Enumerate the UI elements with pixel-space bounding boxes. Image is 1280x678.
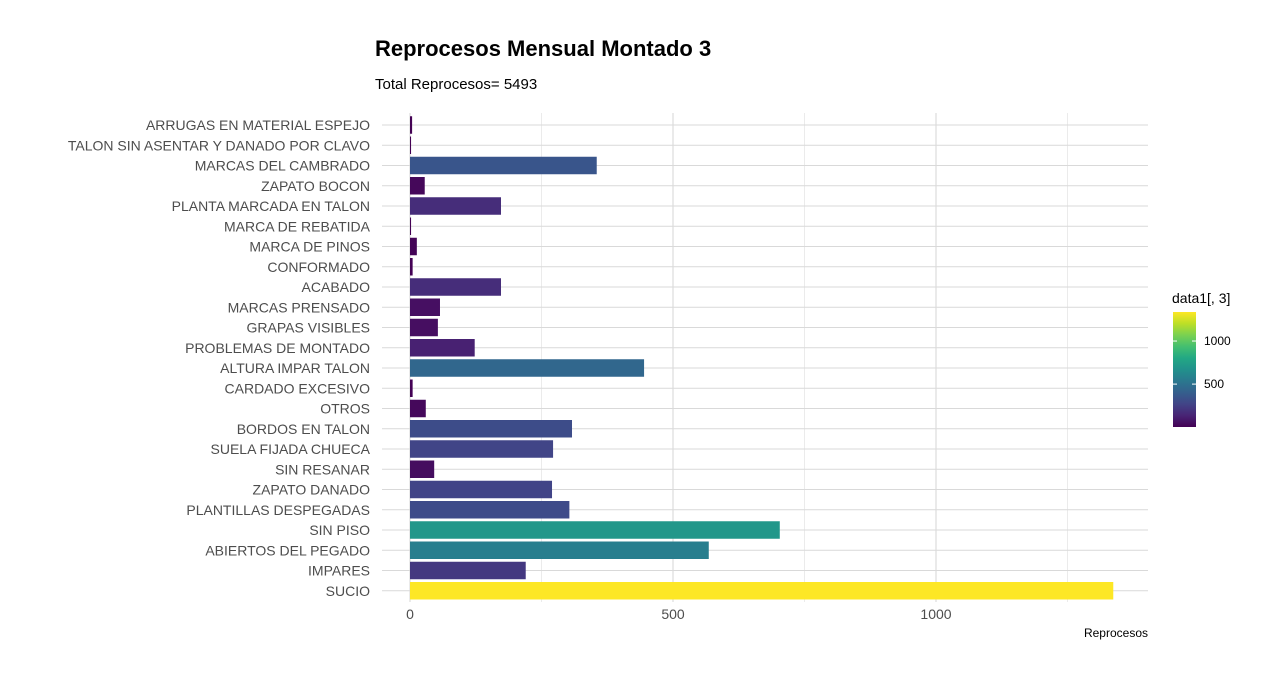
category-label: ARRUGAS EN MATERIAL ESPEJO bbox=[146, 117, 370, 133]
legend-colorbar bbox=[1173, 312, 1196, 427]
bar bbox=[410, 521, 780, 539]
bar bbox=[410, 136, 412, 154]
category-label: ZAPATO BOCON bbox=[261, 178, 370, 194]
bar bbox=[410, 460, 435, 478]
category-label: BORDOS EN TALON bbox=[237, 421, 370, 437]
legend-tick-label: 1000 bbox=[1204, 334, 1231, 348]
chart-title: Reprocesos Mensual Montado 3 bbox=[375, 36, 712, 61]
category-label: SIN RESANAR bbox=[275, 461, 370, 477]
bar bbox=[410, 156, 597, 175]
chart-subtitle: Total Reprocesos= 5493 bbox=[375, 76, 538, 93]
bar bbox=[410, 339, 475, 357]
bar bbox=[410, 197, 501, 215]
category-label: SUELA FIJADA CHUECA bbox=[211, 441, 371, 457]
category-label: MARCAS DEL CAMBRADO bbox=[195, 158, 370, 174]
legend-tick-label: 500 bbox=[1204, 377, 1224, 391]
bar bbox=[410, 399, 426, 418]
bar bbox=[410, 258, 413, 276]
bar bbox=[410, 359, 645, 377]
category-label: TALON SIN ASENTAR Y DANADO POR CLAVO bbox=[68, 137, 370, 153]
bar bbox=[410, 420, 573, 438]
x-tick-label: 500 bbox=[661, 606, 685, 622]
category-label: GRAPAS VISIBLES bbox=[247, 320, 370, 336]
bar bbox=[410, 298, 440, 316]
bar bbox=[410, 440, 554, 458]
category-label: CARDADO EXCESIVO bbox=[225, 380, 371, 396]
bar bbox=[410, 237, 417, 256]
legend-title: data1[, 3] bbox=[1172, 290, 1230, 306]
bar bbox=[410, 318, 438, 337]
bar bbox=[410, 177, 425, 195]
x-axis-title: Reprocesos bbox=[1084, 626, 1148, 640]
category-labels: ARRUGAS EN MATERIAL ESPEJO TALON SIN ASEN… bbox=[68, 117, 371, 599]
category-label: CONFORMADO bbox=[267, 259, 370, 275]
category-label: ACABADO bbox=[302, 279, 371, 295]
bar bbox=[410, 217, 412, 235]
bars bbox=[410, 116, 1114, 600]
category-label: SIN PISO bbox=[309, 522, 370, 538]
category-label: MARCA DE PINOS bbox=[249, 239, 370, 255]
category-label: ALTURA IMPAR TALON bbox=[220, 360, 370, 376]
bar bbox=[410, 379, 413, 397]
bar bbox=[410, 582, 1114, 600]
bar bbox=[410, 116, 413, 134]
category-label: SUCIO bbox=[326, 583, 370, 599]
x-tick-label: 1000 bbox=[920, 606, 951, 622]
color-legend: data1[, 3] 500 1000 bbox=[1172, 290, 1231, 427]
category-label: ZAPATO DANADO bbox=[253, 482, 371, 498]
legend-ticks: 500 1000 bbox=[1173, 334, 1231, 391]
category-label: MARCAS PRENSADO bbox=[228, 299, 370, 315]
bar bbox=[410, 501, 570, 519]
category-label: MARCA DE REBATIDA bbox=[224, 218, 371, 234]
bar bbox=[410, 480, 553, 499]
category-label: OTROS bbox=[320, 401, 370, 417]
x-axis-ticks: 0 500 1000 bbox=[406, 606, 952, 622]
bar bbox=[410, 541, 709, 559]
category-label: IMPARES bbox=[308, 563, 370, 579]
bar bbox=[410, 561, 526, 580]
x-tick-label: 0 bbox=[406, 606, 414, 622]
category-label: PLANTA MARCADA EN TALON bbox=[172, 198, 370, 214]
category-label: PROBLEMAS DE MONTADO bbox=[185, 340, 370, 356]
category-label: ABIERTOS DEL PEGADO bbox=[205, 542, 370, 558]
category-label: PLANTILLAS DESPEGADAS bbox=[186, 502, 370, 518]
bar bbox=[410, 278, 501, 296]
